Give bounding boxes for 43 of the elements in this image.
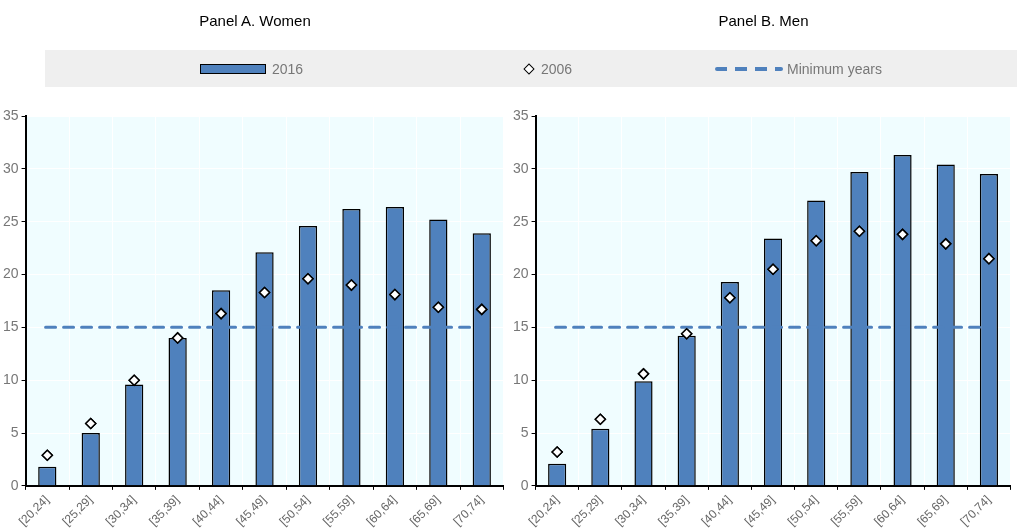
y-tick-label: 10 xyxy=(512,371,529,388)
point xyxy=(302,272,314,285)
point xyxy=(84,417,97,430)
point xyxy=(983,252,995,265)
point xyxy=(724,292,736,304)
y-tick-label: 25 xyxy=(2,212,19,229)
legend-label: Minimum years xyxy=(787,60,882,77)
point xyxy=(215,307,227,320)
y-tick-label: 30 xyxy=(2,159,19,176)
point xyxy=(767,263,779,275)
y-tick-label: 20 xyxy=(512,265,529,282)
point xyxy=(476,303,488,316)
chart-title: Panel B. Men xyxy=(717,12,810,29)
point xyxy=(389,288,401,301)
point xyxy=(594,413,607,426)
y-tick-label: 30 xyxy=(512,159,529,176)
y-tick-label: 35 xyxy=(2,106,19,123)
point xyxy=(810,234,822,247)
y-tick-label: 15 xyxy=(2,318,19,335)
chart-title: Panel A. Women xyxy=(198,12,312,29)
y-tick-label: 0 xyxy=(520,476,529,493)
point xyxy=(171,332,184,344)
y-tick-label: 0 xyxy=(10,476,19,493)
y-tick-label: 10 xyxy=(2,371,19,388)
y-tick-label: 25 xyxy=(512,212,529,229)
point xyxy=(258,286,271,299)
point xyxy=(939,238,952,250)
legend-label: 2006 xyxy=(541,60,573,77)
y-tick-label: 5 xyxy=(520,423,529,440)
point xyxy=(41,449,54,461)
point xyxy=(128,374,140,386)
y-tick-label: 15 xyxy=(512,318,529,335)
point xyxy=(432,301,445,314)
point xyxy=(637,368,650,380)
legend-label: 2016 xyxy=(272,60,304,77)
point xyxy=(896,228,909,241)
y-tick-label: 20 xyxy=(2,265,19,282)
point xyxy=(345,279,358,291)
y-tick-label: 5 xyxy=(10,423,19,440)
point xyxy=(853,225,866,237)
y-tick-label: 35 xyxy=(512,106,529,123)
point xyxy=(551,446,563,458)
point xyxy=(680,327,693,340)
